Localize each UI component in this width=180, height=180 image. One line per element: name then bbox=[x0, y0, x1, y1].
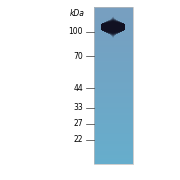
Text: 44: 44 bbox=[73, 84, 83, 93]
Text: 33: 33 bbox=[73, 103, 83, 112]
Text: 70: 70 bbox=[73, 52, 83, 61]
Text: 27: 27 bbox=[73, 119, 83, 128]
Text: 100: 100 bbox=[68, 27, 83, 36]
Text: kDa: kDa bbox=[70, 9, 85, 18]
Text: 22: 22 bbox=[73, 135, 83, 144]
